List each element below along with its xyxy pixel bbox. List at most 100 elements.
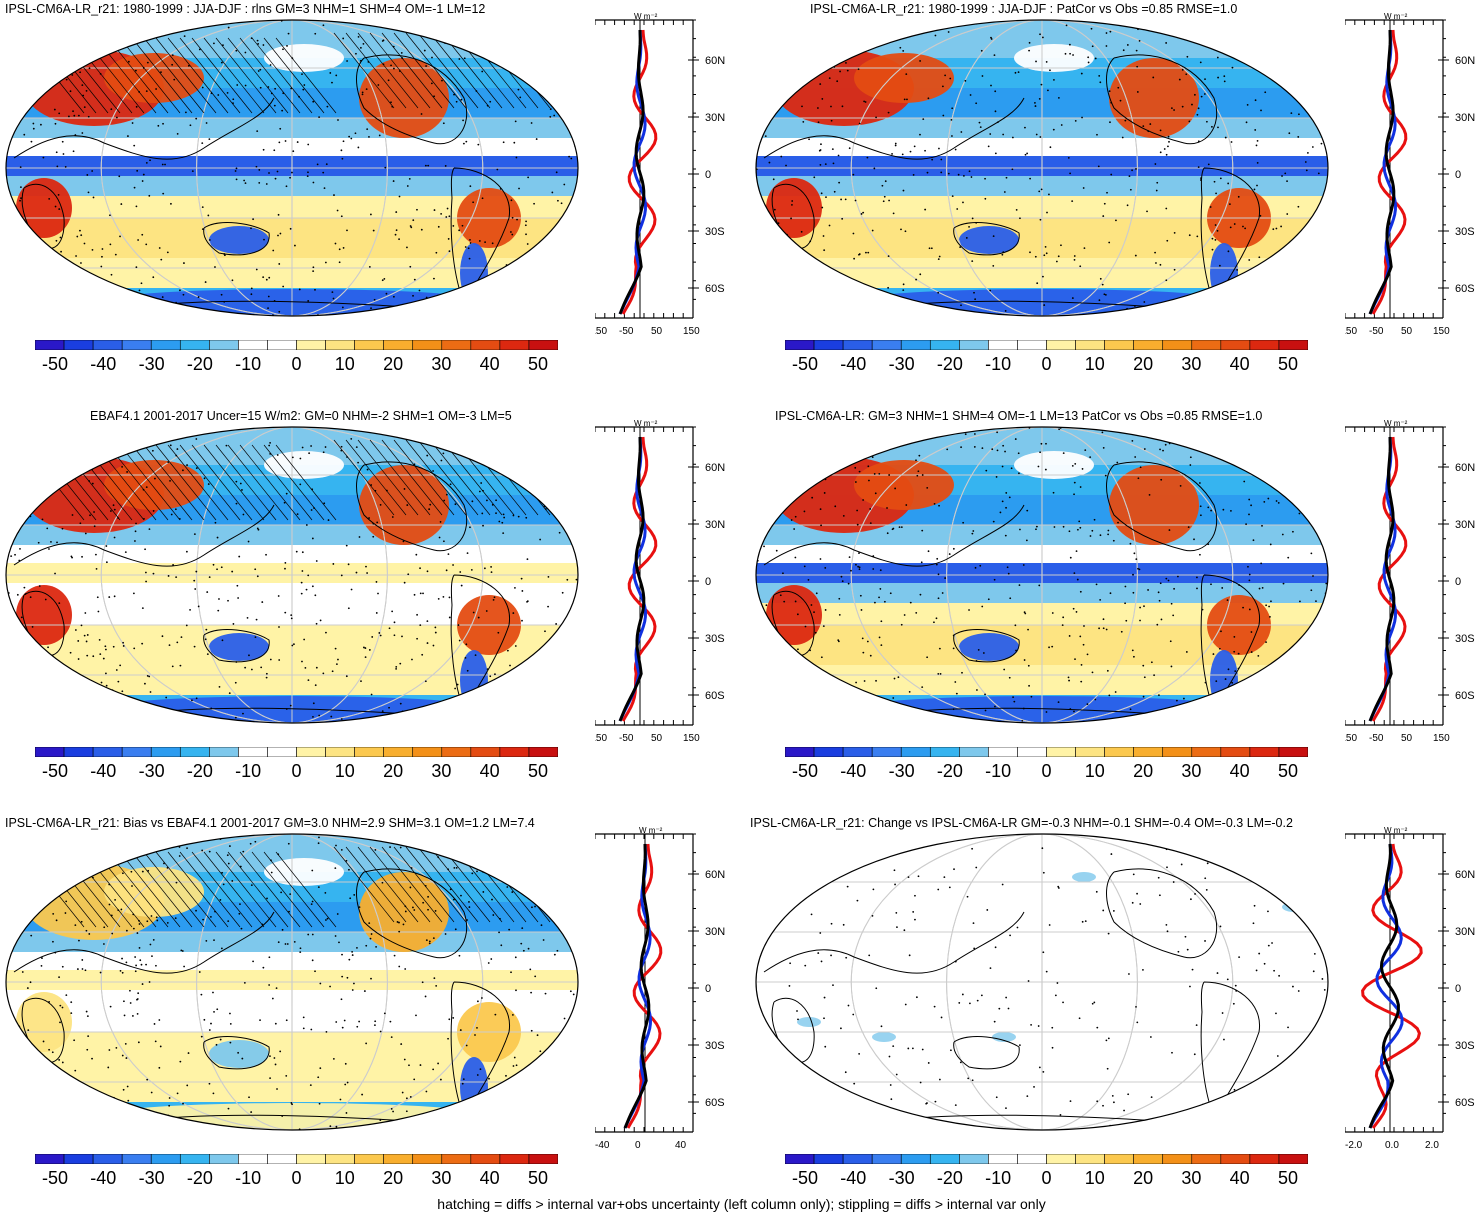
- colorbar-swatch: [441, 1154, 472, 1164]
- colorbar-tick-label: 0: [291, 761, 302, 781]
- profile-line: [1371, 29, 1408, 315]
- world-map: [755, 833, 1329, 1131]
- world-map: [5, 426, 579, 724]
- colorbar-tick-label: -40: [840, 1168, 867, 1188]
- colorbar-swatch: [929, 747, 960, 757]
- colorbar-swatch: [325, 747, 355, 757]
- colorbar-tick-label: -20: [186, 1168, 213, 1188]
- colorbar-swatch: [35, 1154, 65, 1164]
- colorbar-swatch: [499, 1154, 530, 1164]
- colorbar-tick-label: -50: [41, 761, 69, 781]
- colorbar-swatch: [325, 1154, 355, 1164]
- colorbar-swatch: [92, 340, 123, 350]
- map-panel-3: EBAF4.1 2001-2017 Uncer=15 W/m2: GM=0 NH…: [0, 407, 740, 807]
- profile-unit: W m⁻²: [634, 419, 658, 428]
- profile-xtick: -50: [619, 733, 634, 744]
- colorbar-swatch: [813, 1154, 844, 1164]
- colorbar-tick-label: -10: [985, 354, 1012, 374]
- colorbar-swatch: [209, 747, 239, 757]
- colorbar-tick-label: -40: [90, 354, 117, 374]
- colorbar-tick-label: 20: [383, 1168, 404, 1188]
- colorbar-tick-label: 0: [1041, 1168, 1052, 1188]
- colorbar-tick-label: -30: [138, 761, 165, 781]
- world-map: [755, 19, 1329, 317]
- colorbar-swatch: [1220, 1154, 1251, 1164]
- map-panel-6: IPSL-CM6A-LR_r21: Change vs IPSL-CM6A-LR…: [750, 814, 1483, 1214]
- profile-line: [618, 29, 646, 315]
- profile-xtick: 50: [1401, 733, 1413, 744]
- colorbar-tick-label: -50: [41, 1168, 69, 1188]
- profile-ytick: 60S: [705, 283, 725, 295]
- profile-ytick: 0: [705, 983, 711, 995]
- colorbar-tick-label: 20: [1133, 354, 1154, 374]
- colorbar-swatch: [92, 747, 123, 757]
- colorbar-tick-label: -30: [888, 1168, 915, 1188]
- colorbar-swatch: [209, 340, 239, 350]
- profile-xtick: 2.0: [1425, 1140, 1439, 1151]
- colorbar-swatch: [900, 747, 931, 757]
- colorbar-swatch: [959, 1154, 989, 1164]
- profile-line: [1368, 29, 1396, 315]
- colorbar-tick-label: 30: [431, 354, 452, 374]
- colorbar-swatch: [150, 340, 181, 350]
- profile-ytick: 30N: [705, 112, 725, 124]
- profile-line: [1368, 843, 1400, 1129]
- colorbar-swatch: [1017, 1154, 1047, 1164]
- colorbar-swatch: [209, 1154, 239, 1164]
- colorbar: [785, 340, 1308, 350]
- colorbar-tick-label: 10: [1084, 761, 1105, 781]
- profile-unit: W m⁻²: [1384, 12, 1408, 21]
- colorbar-tick-label: 50: [527, 1168, 549, 1188]
- colorbar-swatch: [470, 340, 501, 350]
- colorbar-tick-label: -10: [985, 761, 1012, 781]
- colorbar-tick-label: -20: [936, 1168, 963, 1188]
- colorbar: [35, 340, 558, 350]
- colorbar-tick-label: 30: [1181, 354, 1202, 374]
- colorbar-swatch: [63, 340, 94, 350]
- profile-xtick: -150: [595, 326, 607, 337]
- colorbar-swatch: [1133, 1154, 1164, 1164]
- colorbar-swatch: [499, 747, 530, 757]
- colorbar-tick-label: 50: [1277, 354, 1299, 374]
- colorbar-swatch: [296, 340, 326, 350]
- colorbar-tick-label: 10: [1084, 1168, 1105, 1188]
- colorbar-tick-label: -40: [840, 354, 867, 374]
- profile-ytick: 60S: [705, 690, 725, 702]
- colorbar-swatch: [871, 340, 902, 350]
- colorbar-tick-label: -20: [936, 761, 963, 781]
- colorbar-tick-label: 30: [431, 1168, 452, 1188]
- colorbar: [35, 1154, 558, 1164]
- colorbar-swatch: [528, 747, 558, 757]
- zonal-profile-chart: 60N 30N 0 30S 60S W m⁻² -150 -50 50 150: [595, 419, 725, 744]
- colorbar-swatch: [528, 340, 558, 350]
- colorbar-swatch: [842, 747, 873, 757]
- profile-ytick: 60N: [1455, 55, 1475, 67]
- colorbar-swatch: [383, 340, 414, 350]
- colorbar-swatch: [150, 1154, 181, 1164]
- colorbar-swatch: [325, 340, 355, 350]
- colorbar-tick-label: 10: [334, 1168, 355, 1188]
- colorbar-tick-label: 40: [1229, 354, 1250, 374]
- colorbar: [785, 1154, 1308, 1164]
- colorbar-tick-label: 30: [431, 761, 452, 781]
- profile-xtick: -40: [595, 1140, 610, 1151]
- colorbar-tick-label: -10: [235, 761, 262, 781]
- colorbar-tick-label: -10: [235, 354, 262, 374]
- colorbar-tick-label: -20: [936, 354, 963, 374]
- profile-xtick: 0: [635, 1140, 641, 1151]
- panel-title: IPSL-CM6A-LR: GM=3 NHM=1 SHM=4 OM=-1 LM=…: [775, 409, 1263, 423]
- colorbar-tick-label: 20: [1133, 1168, 1154, 1188]
- colorbar-swatch: [1191, 747, 1222, 757]
- colorbar-swatch: [150, 747, 181, 757]
- colorbar-tick-label: -40: [90, 761, 117, 781]
- colorbar-swatch: [1162, 1154, 1193, 1164]
- colorbar-swatch: [354, 747, 384, 757]
- colorbar-tick-label: 40: [479, 354, 500, 374]
- colorbar-swatch: [785, 747, 815, 757]
- colorbar-swatch: [296, 1154, 326, 1164]
- colorbar-tick-label: 20: [383, 761, 404, 781]
- profile-ytick: 30S: [705, 633, 725, 645]
- world-map: [5, 19, 579, 317]
- profile-ytick: 60N: [705, 462, 725, 474]
- profile-ytick: 60S: [1455, 1097, 1475, 1109]
